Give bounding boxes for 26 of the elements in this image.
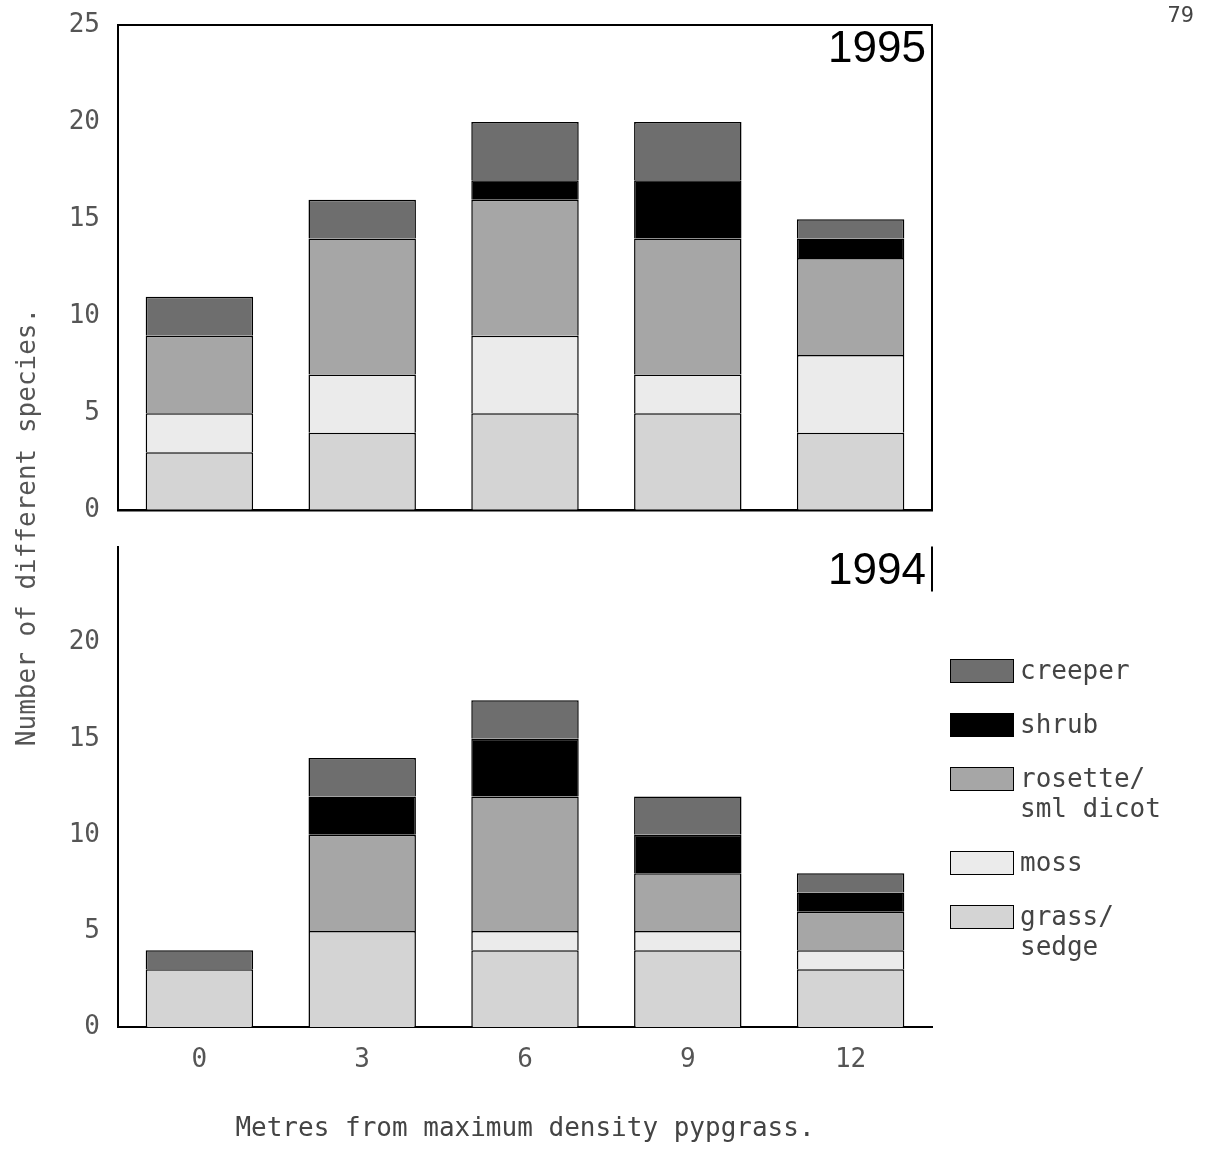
y-tick-label: 10	[68, 817, 100, 848]
legend-label: grass/ sedge	[1020, 901, 1115, 961]
y-tick-label: 15	[68, 721, 100, 752]
legend-label: moss	[1020, 847, 1084, 877]
y-axis-title: Number of different species.	[11, 307, 41, 747]
y-tick-label: 10	[68, 298, 100, 329]
annotation: 1995	[828, 22, 926, 72]
y-tick-label: 0	[84, 1009, 100, 1040]
y-tick-label: 20	[68, 104, 100, 135]
y-tick-label: 0	[84, 493, 100, 524]
y-tick-label: 25	[68, 7, 100, 38]
y-tick-label: 5	[84, 396, 100, 427]
x-axis-title: Metres from maximum density pypgrass.	[234, 1112, 816, 1142]
legend-label: shrub	[1020, 709, 1100, 739]
x-tick-label: 9	[679, 1043, 696, 1074]
text: 79	[1167, 2, 1194, 27]
legend-label: rosette/ sml dicot	[1020, 763, 1162, 823]
y-tick-label: 20	[68, 625, 100, 656]
y-tick-label: 5	[84, 913, 100, 944]
annotation: 1994	[828, 543, 926, 593]
x-tick-label: 3	[354, 1043, 371, 1074]
y-tick-label: 15	[68, 201, 100, 232]
x-tick-label: 12	[834, 1043, 867, 1074]
legend-label: creeper	[1020, 655, 1131, 685]
x-tick-label: 6	[517, 1043, 533, 1074]
x-tick-label: 0	[191, 1043, 208, 1074]
